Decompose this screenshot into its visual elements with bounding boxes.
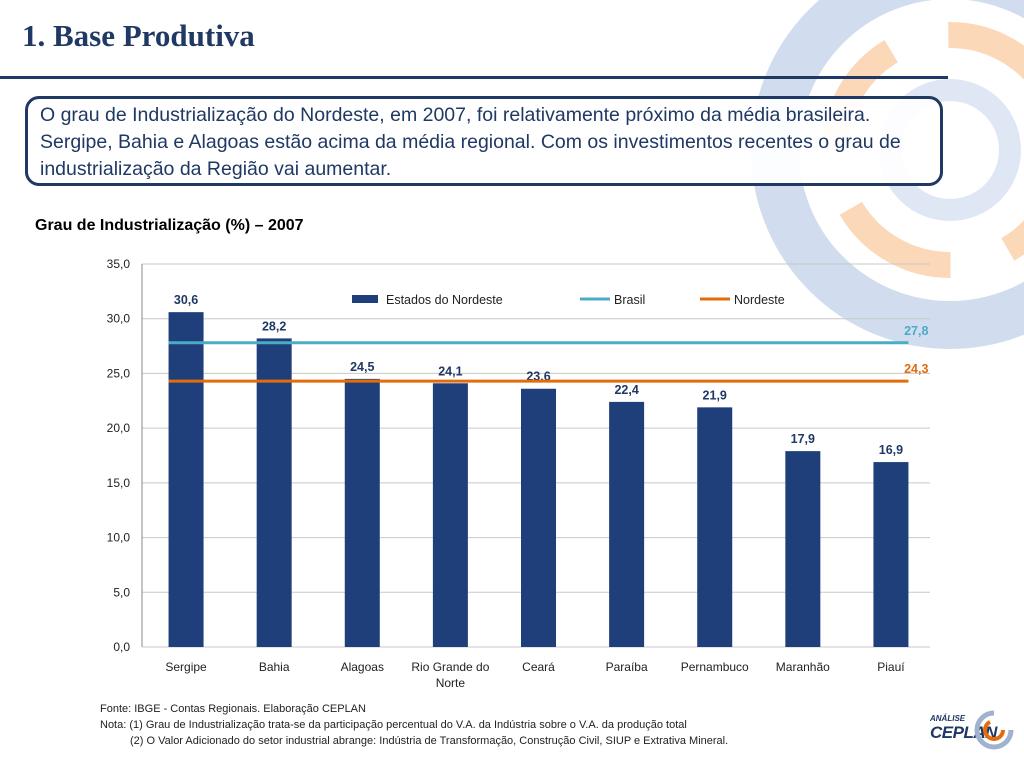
bar-value-label: 22,4 xyxy=(614,383,638,397)
x-tick-label: Rio Grande do xyxy=(411,660,489,674)
footnote-note-1: Nota: (1) Grau de Industrialização trata… xyxy=(100,719,687,731)
y-tick-label: 20,0 xyxy=(107,421,131,435)
y-tick-label: 35,0 xyxy=(107,257,131,271)
bar-value-label: 30,6 xyxy=(174,293,198,307)
bar-4 xyxy=(521,388,556,647)
x-tick-label: Piauí xyxy=(877,660,905,674)
x-tick-label: Sergipe xyxy=(165,660,207,674)
bar-8 xyxy=(873,462,909,647)
bar-value-label: 24,5 xyxy=(350,360,374,374)
x-tick-label: Norte xyxy=(436,676,466,690)
bar-6 xyxy=(697,407,733,647)
legend-label: Brasil xyxy=(614,293,645,307)
legend-label: Estados do Nordeste xyxy=(386,293,503,307)
x-tick-label: Pernambuco xyxy=(681,660,749,674)
x-tick-label: Ceará xyxy=(522,660,555,674)
bar-value-label: 24,1 xyxy=(438,364,462,378)
page-title: 1. Base Produtiva xyxy=(22,18,255,53)
legend-swatch-0 xyxy=(352,295,378,303)
x-tick-label: Alagoas xyxy=(341,660,384,674)
bar-5 xyxy=(609,401,645,647)
bar-3 xyxy=(432,383,468,647)
y-tick-label: 25,0 xyxy=(107,366,131,380)
ceplan-logo: ANÁLISE CEPLAN xyxy=(930,710,1016,760)
bar-1 xyxy=(256,338,292,647)
bar-0 xyxy=(168,312,204,647)
summary-textbox: O grau de Industrialização do Nordeste, … xyxy=(25,96,943,186)
chart-title: Grau de Industrialização (%) – 2007 xyxy=(35,217,304,234)
reference-line-label: 24,3 xyxy=(904,362,928,376)
bar-chart: 0,0 5,0 10,0 15,0 20,0 25,0 30,0 35,0 30,6 Sergip… xyxy=(107,257,930,690)
y-tick-label: 30,0 xyxy=(107,312,131,326)
bar-value-label: 16,9 xyxy=(879,443,903,457)
bar-value-label: 28,2 xyxy=(262,319,286,333)
y-tick-label: 15,0 xyxy=(107,476,131,490)
title-divider xyxy=(0,76,948,79)
logo-swirl-icon xyxy=(974,710,1014,750)
bar-value-label: 17,9 xyxy=(791,432,815,446)
y-tick-label: 10,0 xyxy=(107,531,131,545)
logo-analise-text: ANÁLISE xyxy=(930,714,966,723)
footnotes: Fonte: IBGE - Contas Regionais. Elaboraç… xyxy=(100,701,728,749)
reference-line-label: 27,8 xyxy=(904,324,928,338)
footnote-note-2: (2) O Valor Adicionado do setor industri… xyxy=(130,735,729,747)
bar-value-label: 21,9 xyxy=(703,388,727,402)
x-tick-label: Paraíba xyxy=(606,660,648,674)
y-tick-label: 5,0 xyxy=(113,585,130,599)
footnote-source: Fonte: IBGE - Contas Regionais. Elaboraç… xyxy=(100,703,366,715)
y-tick-label: 0,0 xyxy=(113,640,130,654)
bar-2 xyxy=(344,378,380,647)
legend-label: Nordeste xyxy=(734,293,785,307)
x-tick-label: Maranhão xyxy=(776,660,830,674)
x-tick-label: Bahia xyxy=(259,660,290,674)
bar-7 xyxy=(785,451,821,647)
